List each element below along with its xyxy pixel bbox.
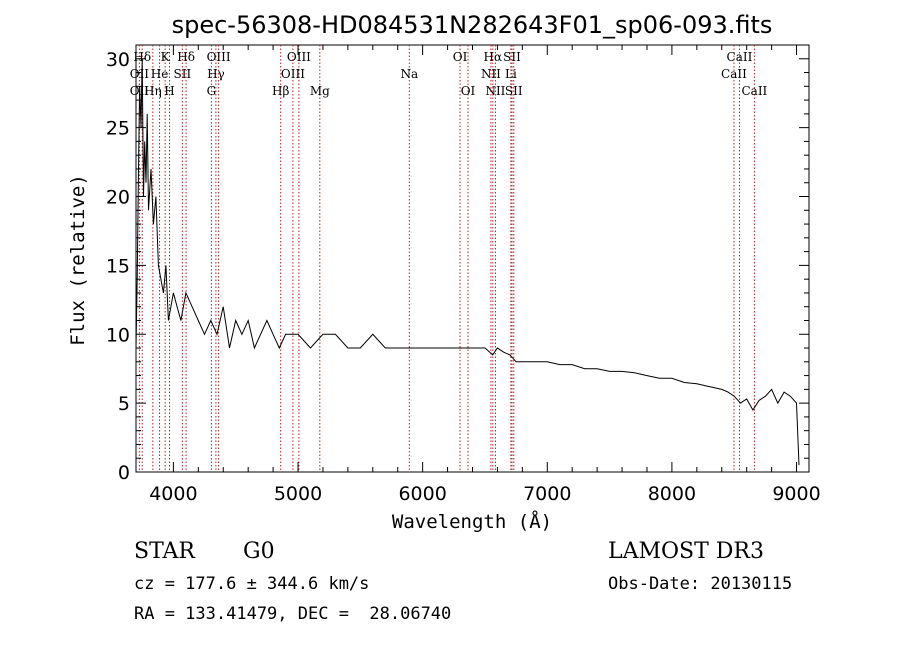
x-axis: 4000 5000 6000 7000 8000 9000 xyxy=(149,45,821,505)
chart-title: spec-56308-HD084531N282643F01_sp06-093.f… xyxy=(172,11,773,39)
line-marker-label: NII xyxy=(485,84,505,98)
spectrum-chart: spec-56308-HD084531N282643F01_sp06-093.f… xyxy=(67,11,821,533)
x-tick-label: 6000 xyxy=(398,483,446,505)
line-marker-label: SII xyxy=(505,84,523,98)
line-marker-label: NII xyxy=(481,67,501,81)
line-marker-label: CaII xyxy=(727,50,753,64)
line-marker-label: Hα xyxy=(484,50,503,64)
line-marker-label: H xyxy=(164,84,174,98)
line-markers xyxy=(138,45,755,472)
line-marker-label: Mg xyxy=(310,84,330,98)
observation-date: Obs-Date: 20130115 xyxy=(608,574,793,594)
spectrum-line xyxy=(135,58,800,466)
y-tick-label: 5 xyxy=(118,393,130,415)
line-marker-label: He xyxy=(151,67,169,81)
redshift-cz: cz = 177.6 ± 344.6 km/s xyxy=(134,574,370,594)
line-marker-label: K xyxy=(161,50,171,64)
y-tick-label: 25 xyxy=(106,118,130,140)
line-marker-label: Hβ xyxy=(272,84,289,98)
x-tick-label: 5000 xyxy=(274,483,322,505)
line-marker-label: SII xyxy=(174,67,192,81)
y-tick-label: 15 xyxy=(106,255,130,277)
line-marker-label: CaII xyxy=(741,84,767,98)
line-marker-label: SII xyxy=(503,50,521,64)
line-marker-label: Li xyxy=(505,67,517,81)
x-axis-label: Wavelength (Å) xyxy=(392,510,552,533)
line-marker-label: Hδ xyxy=(177,50,195,64)
line-marker-label: Hγ xyxy=(207,67,225,81)
x-tick-label: 7000 xyxy=(523,483,571,505)
line-marker-label: Na xyxy=(400,67,418,81)
coordinates: RA = 133.41479, DEC = 28.06740 xyxy=(134,604,452,624)
y-axis: 0 5 10 15 20 25 30 xyxy=(106,49,809,484)
line-marker-label: OIII xyxy=(281,67,305,81)
y-tick-label: 30 xyxy=(106,49,130,71)
line-marker-label: OII xyxy=(130,67,150,81)
line-marker-label: CaII xyxy=(721,67,747,81)
y-axis-label: Flux (relative) xyxy=(67,174,89,346)
x-tick-label: 9000 xyxy=(772,483,820,505)
line-marker-label: OI xyxy=(453,50,468,64)
line-marker-label: OIII xyxy=(207,50,231,64)
x-tick-label: 8000 xyxy=(648,483,696,505)
y-tick-label: 20 xyxy=(106,187,130,209)
line-marker-label: G xyxy=(207,84,217,98)
object-subclass: G0 xyxy=(243,539,275,564)
plot-frame xyxy=(135,44,810,473)
x-tick-label: 4000 xyxy=(149,483,197,505)
y-tick-label: 0 xyxy=(118,462,130,484)
line-marker-label: Hδ xyxy=(133,50,151,64)
line-marker-label: OIII xyxy=(287,50,311,64)
line-marker-label: OI xyxy=(461,84,476,98)
survey-name: LAMOST DR3 xyxy=(608,539,764,564)
y-tick-label: 10 xyxy=(106,324,130,346)
line-marker-label: Hη xyxy=(144,84,162,98)
object-class: STAR xyxy=(134,539,195,564)
